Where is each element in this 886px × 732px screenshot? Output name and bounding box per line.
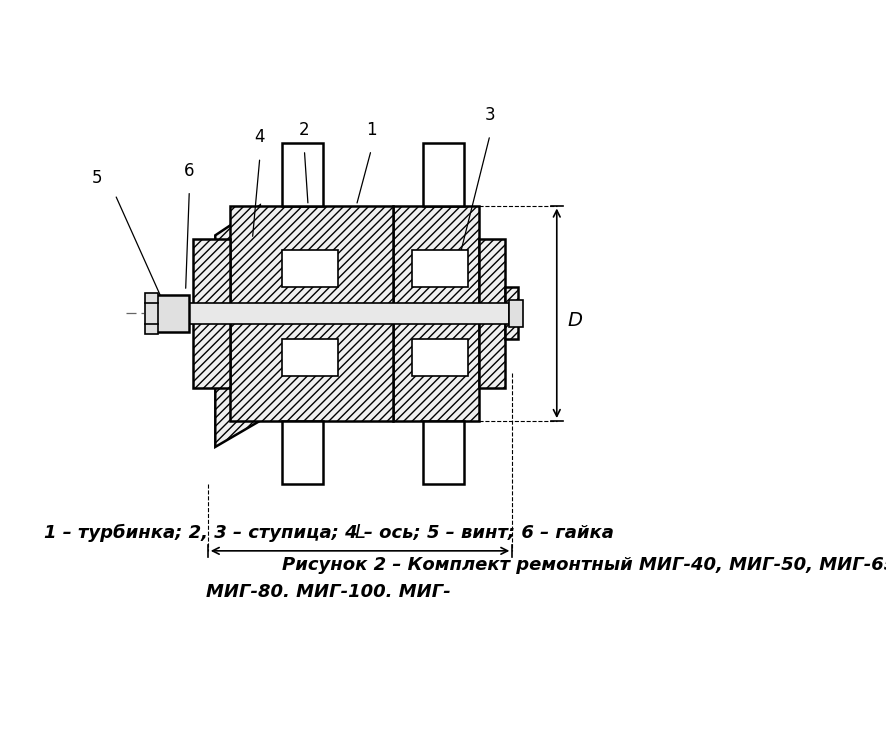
Bar <box>144 293 158 334</box>
Text: 3: 3 <box>484 106 494 124</box>
Text: 1: 1 <box>365 121 376 139</box>
Text: Рисунок 2 – Комплект ремонтный МИГ-40, МИГ-50, МИГ-65,: Рисунок 2 – Комплект ремонтный МИГ-40, М… <box>282 556 886 574</box>
Bar <box>412 250 467 287</box>
Bar <box>478 239 504 387</box>
Bar <box>282 250 338 287</box>
Bar <box>423 421 463 484</box>
Bar <box>412 339 467 376</box>
Bar <box>282 421 323 484</box>
Bar <box>508 300 523 326</box>
Bar <box>282 143 323 206</box>
Text: 2: 2 <box>299 121 309 139</box>
Bar <box>185 303 508 324</box>
Bar <box>193 239 229 387</box>
Bar <box>282 339 338 376</box>
Text: D: D <box>566 311 581 330</box>
Text: 5: 5 <box>91 169 102 187</box>
Bar <box>229 206 393 421</box>
Bar <box>393 206 478 421</box>
Text: 6: 6 <box>184 162 194 179</box>
Bar <box>504 287 517 339</box>
Bar <box>423 143 463 206</box>
Text: МИГ-80. МИГ-100. МИГ-: МИГ-80. МИГ-100. МИГ- <box>206 583 451 601</box>
Bar <box>156 295 189 332</box>
Text: L: L <box>354 523 365 542</box>
Polygon shape <box>215 206 260 447</box>
Text: 1 – турбинка; 2, 3 – ступица; 4 – ось; 5 – винт; 6 – гайка: 1 – турбинка; 2, 3 – ступица; 4 – ось; 5… <box>44 523 613 542</box>
Text: 4: 4 <box>254 128 265 146</box>
